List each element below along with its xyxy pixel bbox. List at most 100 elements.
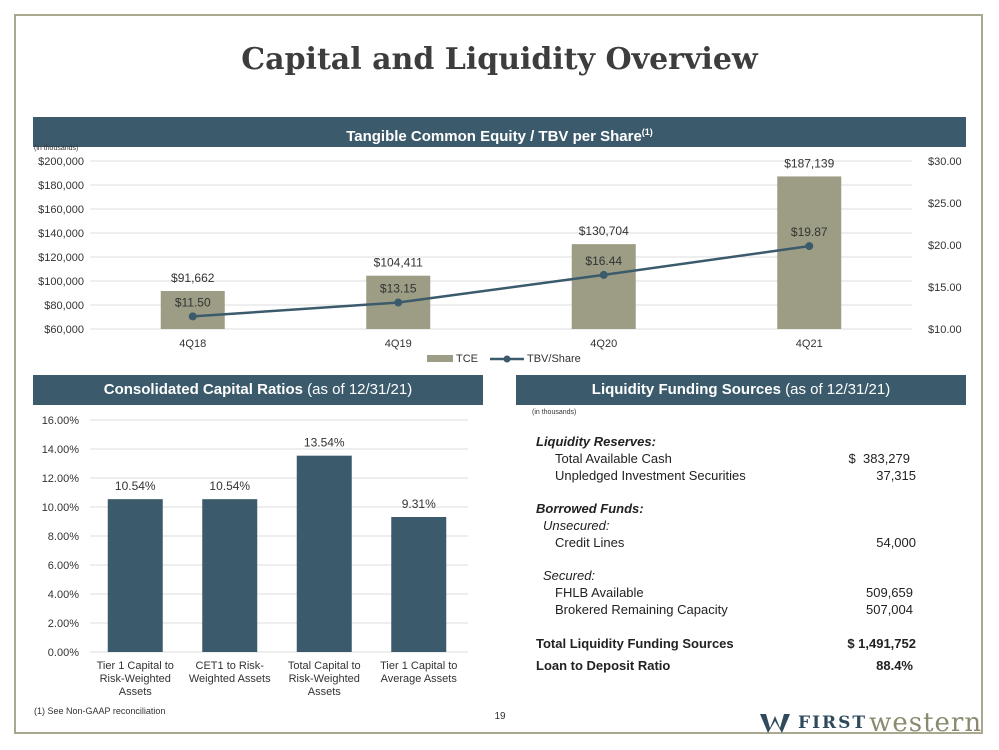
ratio-bar [296, 455, 352, 652]
footnote: (1) See Non-GAAP reconciliation [34, 706, 166, 716]
y-right-tick-label: $15.00 [928, 282, 962, 294]
tbv-point-label: $16.44 [585, 254, 622, 268]
y-left-tick-label: $60,000 [44, 324, 84, 336]
y-left-tick-label: $160,000 [38, 204, 84, 216]
logo-first-word: FIRST [798, 713, 868, 733]
y-right-tick-label: $10.00 [928, 324, 962, 336]
unpledged-securities-label: Unpledged Investment Securities [555, 468, 746, 483]
capital-ratios-chart: 0.00% 2.00% 4.00% 6.00% 8.00% 10.00% 12.00% 14.… [42, 415, 468, 698]
legend-tce-swatch [427, 355, 453, 362]
brokered-row: Brokered Remaining Capacity 507,004 [536, 601, 916, 618]
credit-lines-value: 54,000 [876, 535, 916, 550]
legend-tbv-marker [503, 355, 511, 363]
borrowed-funds-row: Borrowed Funds: [536, 500, 916, 517]
brokered-label: Brokered Remaining Capacity [555, 602, 728, 617]
secured-row: Secured: [536, 567, 916, 584]
total-available-cash-label: Total Available Cash [555, 451, 672, 466]
y-tick-label: 4.00% [48, 589, 79, 601]
tbv-point [599, 270, 608, 279]
y-tick-label: 2.00% [48, 618, 79, 630]
ratio-bar [391, 517, 447, 652]
x-tick-label: 4Q18 [179, 338, 206, 350]
y-right-tick-label: $30.00 [928, 156, 962, 168]
y-left-tick-label: $120,000 [38, 252, 84, 264]
ratio-bar [202, 499, 258, 652]
logo-western-word: western [869, 708, 983, 738]
ratio-bar-label: 9.31% [402, 497, 436, 511]
liquidity-table: Liquidity Reserves: Total Available Cash… [536, 433, 916, 674]
tbv-point-label: $11.50 [175, 295, 211, 309]
y-tick-label: 8.00% [48, 531, 79, 543]
y-tick-label: 6.00% [48, 560, 79, 572]
tbv-line [192, 244, 810, 318]
secured-heading: Secured: [543, 568, 596, 583]
logo-w-icon [760, 714, 790, 733]
brokered-value: 507,004 [866, 602, 913, 617]
x-tick-label: CET1 to Risk- [196, 660, 265, 672]
page-number: 19 [494, 711, 506, 722]
tbv-point-label: $19.87 [791, 225, 828, 239]
liquidity-reserves-row: Liquidity Reserves: [536, 433, 916, 450]
x-tick-label: 4Q19 [385, 338, 412, 350]
x-tick-label: 4Q21 [796, 338, 823, 350]
ratio-bar-label: 13.54% [304, 436, 345, 450]
fhlb-value: 509,659 [866, 585, 913, 600]
fhlb-row: FHLB Available 509,659 [536, 584, 916, 601]
y-left-tick-label: $200,000 [38, 156, 84, 168]
tce-chart-title: Tangible Common Equity / TBV per Share [346, 128, 642, 145]
capital-ratios-header: Consolidated Capital Ratios (as of 12/31… [33, 375, 483, 405]
tce-chart: $60,000 $80,000 $100,000 $120,000 $140,000 $1… [38, 156, 962, 365]
total-available-cash-value: $ 383,279 [848, 451, 910, 466]
tbv-point [188, 312, 197, 321]
tce-bar [777, 176, 842, 329]
x-tick-label: Risk-Weighted [289, 673, 360, 685]
loan-to-deposit-label: Loan to Deposit Ratio [536, 658, 671, 673]
unpledged-securities-value: 37,315 [876, 468, 916, 483]
y-left-tick-label: $180,000 [38, 180, 84, 192]
unpledged-securities-row: Unpledged Investment Securities 37,315 [536, 467, 916, 484]
x-tick-label: Assets [308, 686, 342, 698]
tce-bar [571, 244, 636, 329]
tce-units-note: (in thousands) [34, 145, 79, 152]
x-tick-label: Risk-Weighted [100, 673, 171, 685]
y-right-tick-label: $25.00 [928, 198, 962, 210]
tce-bar-label: $130,704 [579, 224, 629, 238]
total-available-cash-row: Total Available Cash $ 383,279 [536, 450, 916, 467]
spacer [536, 618, 916, 635]
tce-bar-label: $91,662 [171, 271, 215, 285]
y-tick-label: 10.00% [42, 502, 80, 514]
x-tick-label: Total Capital to [288, 660, 361, 672]
ratio-bar-label: 10.54% [209, 479, 250, 493]
total-liquidity-value: $ 1,491,752 [847, 636, 916, 651]
liquidity-title: Liquidity Funding Sources [591, 381, 781, 398]
y-left-tick-label: $80,000 [44, 300, 84, 312]
liquidity-reserves-heading: Liquidity Reserves: [536, 434, 656, 449]
company-logo: FIRST western [760, 708, 982, 738]
credit-lines-label: Credit Lines [555, 535, 625, 550]
page-title: Capital and Liquidity Overview [241, 42, 758, 77]
legend-tbv-label: TBV/Share [527, 353, 581, 365]
liquidity-date: (as of 12/31/21) [785, 381, 891, 398]
x-tick-label: Tier 1 Capital to [380, 660, 457, 672]
spacer [536, 551, 916, 567]
y-left-tick-label: $140,000 [38, 228, 84, 240]
tce-chart-header: Tangible Common Equity / TBV per Share(1… [33, 117, 966, 147]
total-liquidity-label: Total Liquidity Funding Sources [536, 636, 734, 651]
slide-frame [14, 14, 983, 734]
borrowed-funds-heading: Borrowed Funds: [536, 501, 644, 516]
y-tick-label: 0.00% [48, 647, 79, 659]
fhlb-label: FHLB Available [555, 585, 644, 600]
y-tick-label: 16.00% [42, 415, 80, 427]
loan-to-deposit-value: 88.4% [876, 658, 913, 673]
capital-ratios-title: Consolidated Capital Ratios [103, 381, 303, 398]
legend-tce-label: TCE [456, 353, 478, 365]
unsecured-row: Unsecured: [536, 517, 916, 534]
x-tick-label: Tier 1 Capital to [97, 660, 174, 672]
liquidity-header: Liquidity Funding Sources (as of 12/31/2… [516, 375, 966, 405]
spacer [536, 484, 916, 500]
tce-bar-label: $104,411 [374, 256, 423, 270]
x-tick-label: Assets [119, 686, 153, 698]
y-left-tick-label: $100,000 [38, 276, 84, 288]
liquidity-units-note: (in thousands) [532, 409, 577, 416]
tbv-point [394, 298, 403, 307]
